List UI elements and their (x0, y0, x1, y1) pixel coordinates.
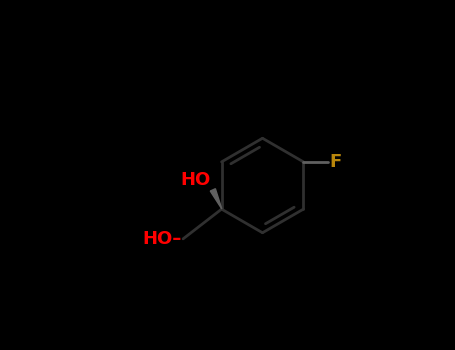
Text: HO–: HO– (142, 230, 182, 248)
Text: F: F (330, 153, 342, 171)
Polygon shape (210, 189, 222, 209)
Text: HO: HO (181, 171, 211, 189)
